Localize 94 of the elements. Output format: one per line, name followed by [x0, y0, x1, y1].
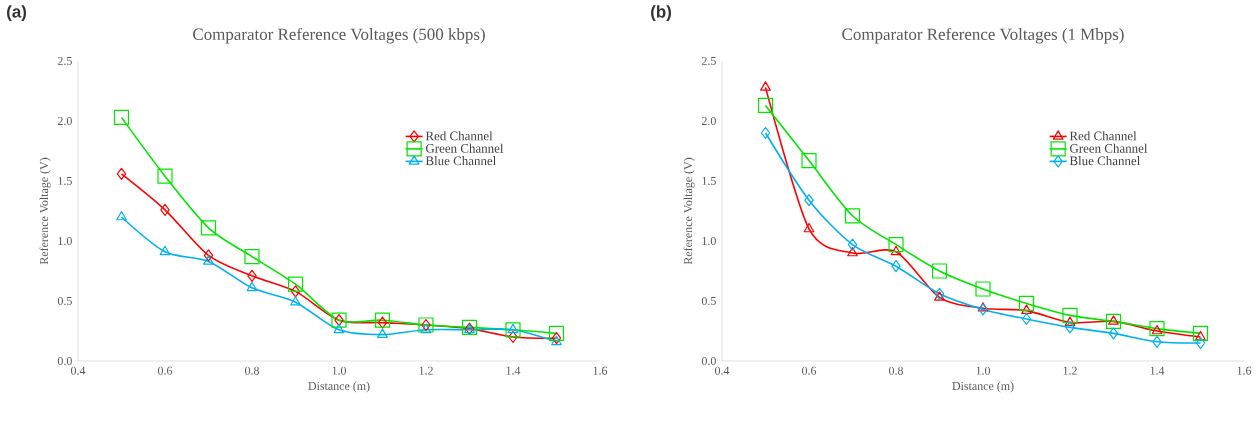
point — [1152, 335, 1162, 348]
x-tick-label: 1.6 — [1237, 366, 1252, 375]
point — [801, 153, 817, 169]
point — [247, 269, 257, 282]
point — [287, 276, 304, 292]
point — [1195, 330, 1206, 341]
point — [116, 167, 127, 180]
point — [377, 316, 388, 329]
point — [847, 238, 858, 251]
point — [975, 281, 991, 297]
point — [1065, 321, 1075, 334]
y-tick-label: 1.0 — [702, 236, 716, 246]
point — [844, 208, 861, 224]
point — [760, 81, 771, 91]
point — [1192, 325, 1209, 341]
point — [508, 330, 518, 344]
y-tick-label: 0.5 — [701, 296, 716, 306]
x-tick-label: 1.2 — [1063, 366, 1077, 375]
x-tick-label: 1.0 — [332, 366, 347, 375]
point — [377, 328, 388, 338]
x-tick-label: 0.4 — [714, 366, 730, 375]
y-axis-title: Reference Voltage (V) — [39, 157, 51, 265]
point — [116, 210, 127, 221]
point — [1062, 307, 1078, 323]
point — [1195, 336, 1206, 350]
x-tick-label: 1.6 — [593, 366, 608, 375]
point — [934, 291, 945, 301]
point — [804, 194, 814, 207]
point — [200, 220, 217, 236]
point — [157, 168, 173, 184]
x-tick-label: 0.8 — [244, 366, 260, 375]
x-axis-title: Distance (m) — [308, 381, 370, 393]
y-tick-label: 1.0 — [58, 236, 72, 246]
legend-label: Red Channel — [1069, 131, 1137, 141]
point — [934, 287, 945, 300]
legend-label: Green Channel — [1069, 143, 1148, 153]
x-axis-title: Distance (m) — [952, 381, 1014, 393]
text: (a) — [7, 5, 27, 21]
y-tick-label: 2.0 — [57, 116, 72, 126]
point — [374, 312, 391, 328]
point — [505, 322, 521, 338]
point — [548, 325, 565, 341]
point — [760, 126, 771, 140]
point — [931, 263, 948, 279]
point — [203, 255, 214, 265]
y-tick-label: 0.0 — [57, 356, 72, 366]
point — [890, 245, 902, 256]
point — [290, 296, 301, 306]
y-tick-label: 0.0 — [701, 356, 716, 366]
point — [757, 97, 774, 113]
chart-title: Comparator Reference Voltages (500 kbps) — [193, 27, 485, 44]
point — [1018, 295, 1035, 311]
x-tick-label: 0.4 — [70, 366, 86, 375]
point — [160, 203, 170, 216]
y-tick-label: 2.5 — [57, 56, 72, 66]
point — [1105, 313, 1122, 329]
y-tick-label: 2.5 — [701, 56, 716, 66]
point — [507, 323, 519, 334]
legend-label: Green Channel — [425, 143, 504, 153]
chart-title: Comparator Reference Voltages (1 Mbps) — [842, 27, 1124, 44]
y-tick-label: 1.5 — [702, 176, 716, 186]
point — [888, 237, 904, 253]
x-tick-label: 0.8 — [888, 366, 904, 375]
text: (b) — [651, 5, 671, 21]
point — [159, 245, 171, 256]
x-tick-label: 0.6 — [801, 366, 817, 375]
point — [113, 109, 130, 125]
point — [1021, 312, 1032, 326]
y-axis-title: Reference Voltage (V) — [683, 157, 695, 265]
point — [847, 246, 858, 257]
point — [203, 249, 214, 262]
x-tick-label: 1.0 — [976, 366, 991, 375]
point — [246, 281, 258, 292]
x-tick-label: 1.4 — [1150, 366, 1165, 375]
point — [891, 260, 901, 273]
legend-label: Blue Channel — [425, 156, 497, 166]
x-tick-label: 1.2 — [419, 366, 433, 375]
y-tick-label: 2.0 — [701, 116, 716, 126]
y-tick-label: 0.5 — [57, 296, 72, 306]
x-tick-label: 0.6 — [157, 366, 173, 375]
point — [290, 285, 301, 298]
point — [333, 323, 345, 334]
point — [978, 303, 988, 316]
point — [420, 323, 432, 334]
point — [1108, 315, 1119, 325]
legend-label: Red Channel — [425, 131, 493, 141]
point — [1108, 327, 1119, 340]
x-tick-label: 1.4 — [506, 366, 521, 375]
legend-label: Blue Channel — [1069, 156, 1141, 166]
y-tick-label: 1.5 — [58, 176, 72, 186]
point — [803, 222, 815, 233]
point — [244, 249, 260, 265]
point — [1064, 316, 1076, 326]
point — [1021, 304, 1032, 314]
